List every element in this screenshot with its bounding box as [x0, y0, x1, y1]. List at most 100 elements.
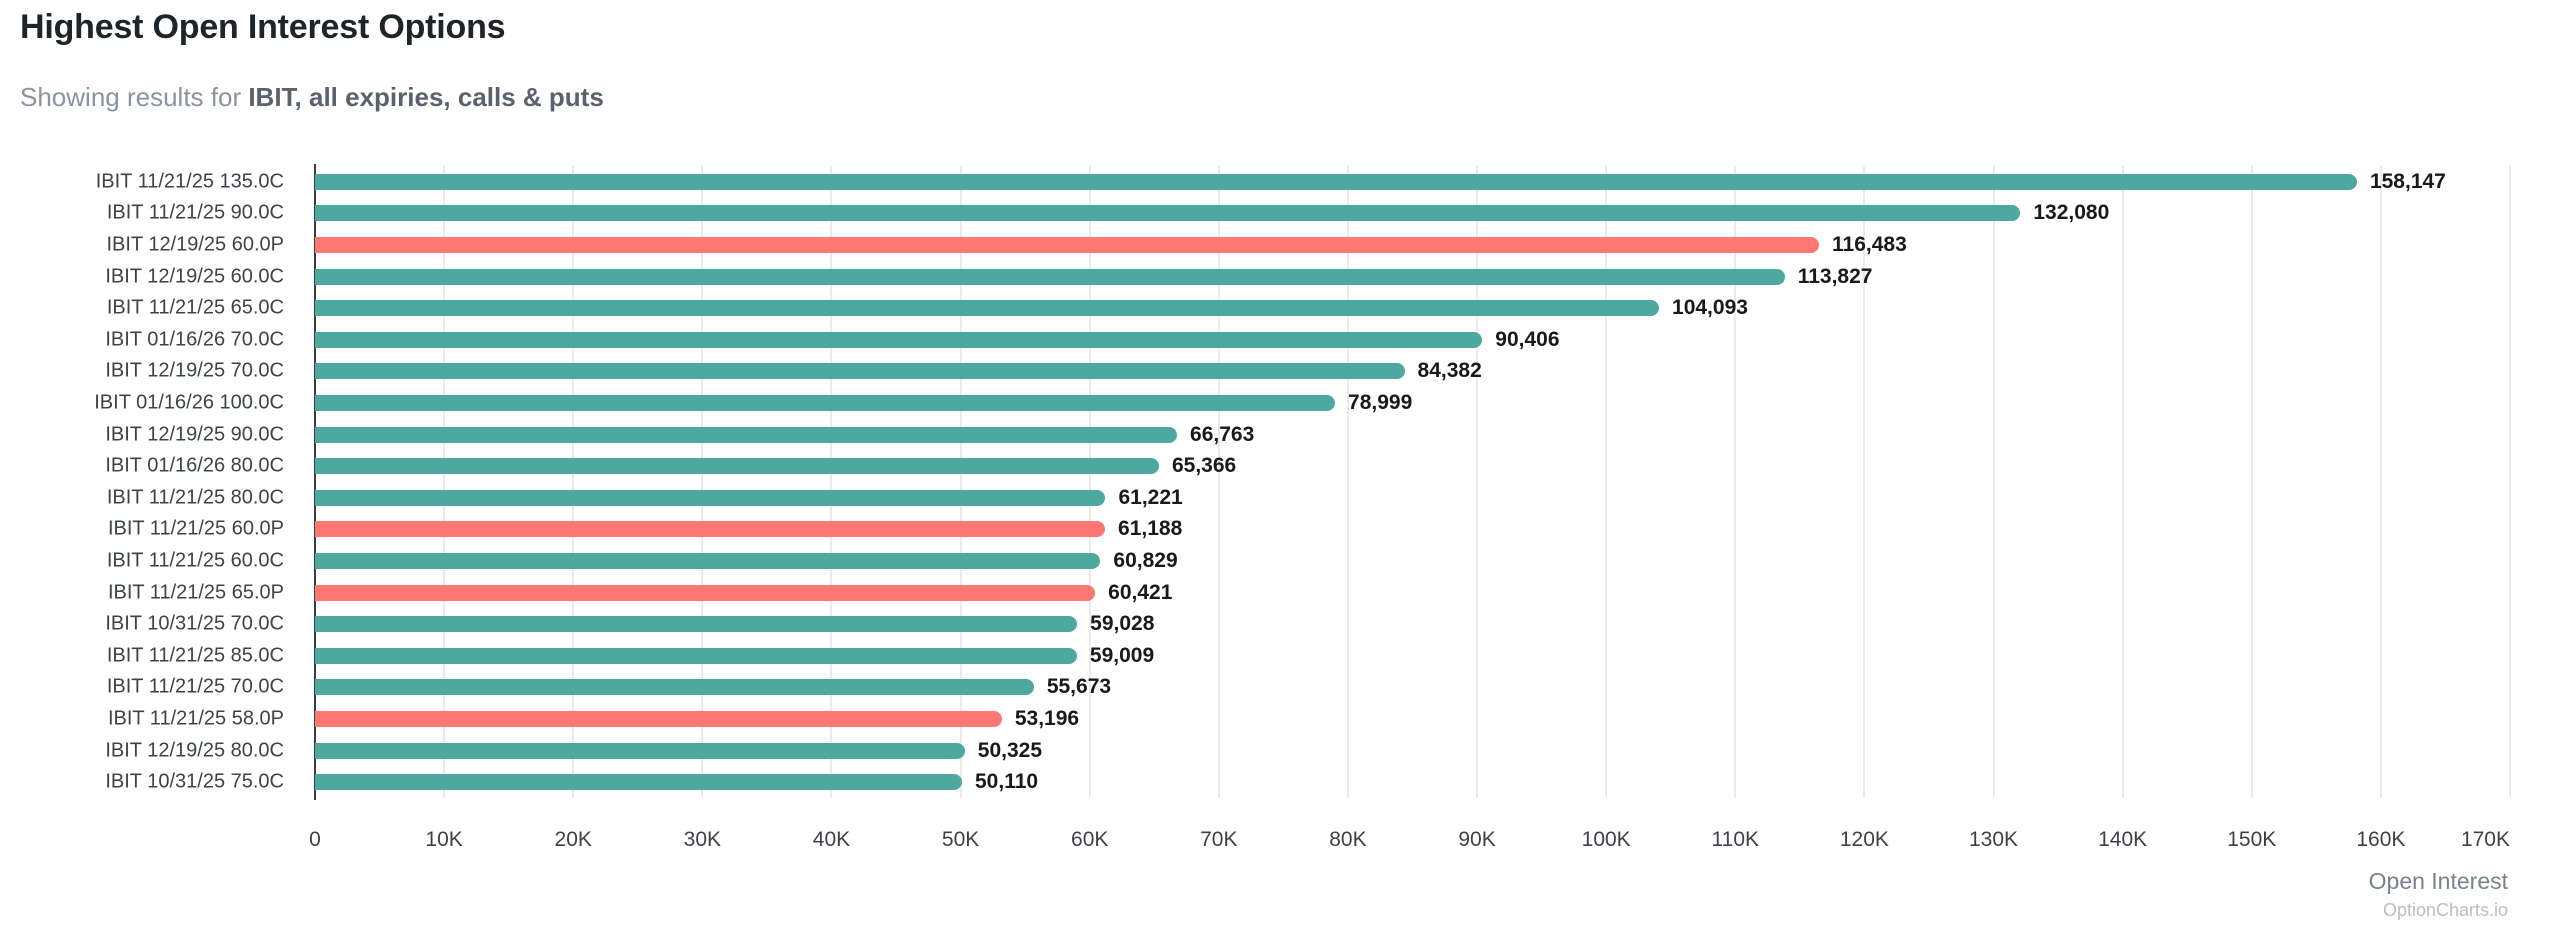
chart-row: IBIT 11/21/25 90.0C 132,080	[0, 198, 2560, 230]
open-interest-bar[interactable]	[315, 173, 2357, 190]
gridline	[1863, 166, 1866, 798]
x-tick-label: 170K	[2460, 828, 2510, 851]
x-axis-label: Open Interest	[2368, 868, 2508, 894]
open-interest-bar[interactable]	[315, 584, 1096, 601]
gridline	[1346, 166, 1349, 798]
gridline	[1992, 166, 1995, 798]
chart-row: IBIT 01/16/26 70.0C 90,406	[0, 324, 2560, 356]
x-tick-label: 150K	[2227, 828, 2277, 851]
open-interest-bar[interactable]	[315, 205, 2021, 222]
option-contract-label: IBIT 11/21/25 135.0C	[95, 170, 284, 193]
open-interest-bar[interactable]	[315, 647, 1077, 664]
x-tick-label: 100K	[1581, 828, 1631, 851]
bar-value-label: 90,406	[1495, 327, 1560, 351]
gridline	[443, 166, 446, 798]
bar-value-label: 116,483	[1832, 232, 1907, 256]
bar-value-label: 132,080	[2033, 201, 2110, 225]
open-interest-bar[interactable]	[315, 394, 1336, 411]
subtitle-prefix: Showing results for	[20, 82, 249, 112]
chart-row: IBIT 10/31/25 75.0C 50,110	[0, 766, 2560, 798]
open-interest-bar[interactable]	[315, 426, 1178, 443]
chart-row: IBIT 11/21/25 65.0P 60,421	[0, 577, 2560, 609]
chart-row: IBIT 11/21/25 65.0C 104,093	[0, 292, 2560, 324]
bar-value-label: 59,028	[1090, 612, 1155, 636]
x-tick-label: 80K	[1329, 828, 1367, 851]
gridline	[701, 166, 704, 798]
x-tick-label: 160K	[2356, 828, 2406, 851]
chart-row: IBIT 12/19/25 90.0C 66,763	[0, 419, 2560, 451]
gridline	[1605, 166, 1608, 798]
chart-row: IBIT 11/21/25 70.0C 55,673	[0, 672, 2560, 704]
bar-value-label: 78,999	[1348, 390, 1413, 414]
gridline	[959, 166, 962, 798]
x-tick-label: 70K	[1200, 828, 1238, 851]
bar-value-label: 60,421	[1108, 580, 1173, 604]
bar-value-label: 113,827	[1797, 264, 1873, 288]
gridline	[2379, 166, 2382, 798]
open-interest-bar[interactable]	[315, 363, 1405, 380]
open-interest-bar[interactable]	[315, 616, 1078, 633]
option-contract-label: IBIT 11/21/25 58.0P	[107, 707, 284, 730]
open-interest-bar[interactable]	[315, 458, 1159, 475]
chart-row: IBIT 01/16/26 80.0C 65,366	[0, 450, 2560, 482]
option-contract-label: IBIT 11/21/25 85.0C	[106, 644, 284, 667]
option-contract-label: IBIT 01/16/26 80.0C	[105, 454, 284, 477]
open-interest-bar[interactable]	[315, 679, 1034, 696]
bar-value-label: 50,110	[975, 770, 1039, 794]
chart-row: IBIT 11/21/25 58.0P 53,196	[0, 703, 2560, 735]
gridline	[2121, 166, 2124, 798]
open-interest-bar[interactable]	[315, 742, 965, 759]
chart-row: IBIT 12/19/25 70.0C 84,382	[0, 356, 2560, 388]
option-contract-label: IBIT 01/16/26 100.0C	[94, 391, 284, 414]
bar-value-label: 158,147	[2369, 169, 2446, 193]
option-contract-label: IBIT 10/31/25 70.0C	[105, 612, 284, 635]
bar-value-label: 55,673	[1046, 675, 1112, 699]
option-contract-label: IBIT 11/21/25 60.0P	[107, 517, 284, 540]
gridline	[572, 166, 575, 798]
chart-row: IBIT 11/21/25 60.0C 60,829	[0, 545, 2560, 577]
open-interest-bar[interactable]	[315, 710, 1002, 727]
chart-row: IBIT 11/21/25 80.0C 61,221	[0, 482, 2560, 514]
option-contract-label: IBIT 12/19/25 70.0C	[105, 359, 284, 382]
y-axis-line	[314, 164, 316, 800]
option-contract-label: IBIT 11/21/25 65.0C	[106, 296, 284, 319]
bar-value-label: 53,196	[1014, 706, 1080, 730]
bar-value-label: 59,009	[1089, 643, 1155, 667]
option-contract-label: IBIT 11/21/25 70.0C	[106, 675, 284, 698]
page-title: Highest Open Interest Options	[20, 8, 506, 46]
open-interest-bar[interactable]	[315, 521, 1106, 538]
open-interest-bar[interactable]	[315, 300, 1660, 317]
open-interest-bar[interactable]	[315, 552, 1101, 569]
chart-row: IBIT 12/19/25 80.0C 50,325	[0, 735, 2560, 767]
x-tick-label: 10K	[425, 828, 463, 851]
bar-value-label: 104,093	[1672, 296, 1748, 320]
option-contract-label: IBIT 11/21/25 65.0P	[107, 581, 284, 604]
bar-value-label: 61,188	[1118, 517, 1183, 541]
gridline	[1088, 166, 1091, 798]
x-tick-label: 30K	[683, 828, 722, 851]
page-subtitle: Showing results for IBIT, all expiries, …	[20, 82, 604, 113]
open-interest-bar[interactable]	[315, 774, 962, 791]
x-tick-label: 0	[309, 828, 321, 851]
option-contract-label: IBIT 12/19/25 60.0C	[105, 265, 284, 288]
open-interest-bar[interactable]	[315, 331, 1483, 348]
x-tick-label: 130K	[1968, 828, 2019, 851]
option-contract-label: IBIT 12/19/25 60.0P	[106, 233, 284, 256]
open-interest-bar[interactable]	[315, 236, 1819, 253]
option-contract-label: IBIT 12/19/25 80.0C	[105, 739, 284, 762]
gridline	[2509, 166, 2511, 798]
x-tick-label: 140K	[2098, 828, 2148, 851]
chart-row: IBIT 11/21/25 135.0C 158,147	[0, 166, 2560, 198]
chart-row: IBIT 01/16/26 100.0C 78,999	[0, 387, 2560, 419]
chart-row: IBIT 12/19/25 60.0C 113,827	[0, 261, 2560, 293]
option-contract-label: IBIT 11/21/25 90.0C	[106, 201, 284, 224]
bar-value-label: 50,325	[977, 738, 1043, 762]
open-interest-bar[interactable]	[315, 489, 1106, 506]
open-interest-bar[interactable]	[315, 268, 1785, 285]
option-contract-label: IBIT 10/31/25 75.0C	[105, 770, 284, 793]
bar-value-label: 65,366	[1171, 454, 1237, 478]
gridline	[1217, 166, 1220, 798]
option-contract-label: IBIT 11/21/25 80.0C	[106, 486, 284, 509]
x-tick-label: 110K	[1711, 828, 1760, 851]
chart-row: IBIT 10/31/25 70.0C 59,028	[0, 608, 2560, 640]
